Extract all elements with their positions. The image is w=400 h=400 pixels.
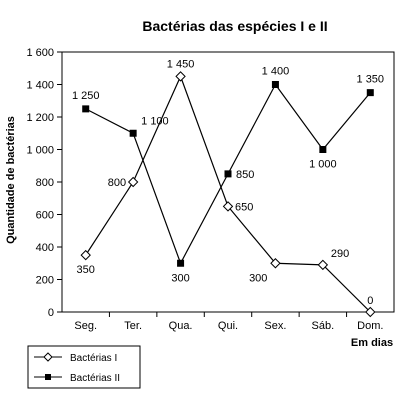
data-labels: 350 800 1 450 650 300 290 0 1 250 1 100 300 850 1 4… — [72, 58, 384, 307]
point-marker-bacterias-ii — [271, 81, 279, 88]
point-marker-bacterias-ii — [366, 89, 374, 97]
point-marker-bacterias-ii — [177, 259, 185, 267]
data-label-bacterias-i: 1 450 — [167, 58, 195, 70]
legend-box — [27, 345, 141, 389]
point-marker-bacterias-ii — [82, 105, 90, 113]
x-axis-ticks: Seg. Ter. Qua. Qui. Sex. Sáb. Dom. — [74, 312, 383, 332]
point-marker-bacterias-i — [222, 201, 234, 212]
legend-label-bacterias-ii: Bactérias II — [70, 373, 120, 384]
x-tick-label: Ter. — [124, 320, 142, 332]
y-axis-ticks: 0 200 400 600 800 1 000 1 200 1 400 1 600 — [26, 47, 62, 319]
data-label-bacterias-i: 650 — [235, 201, 253, 213]
chart-title: Bactérias das espécies I e II — [142, 18, 327, 34]
point-marker-bacterias-i — [80, 249, 91, 261]
point-marker-bacterias-i — [127, 176, 139, 188]
legend-square-marker — [45, 374, 51, 380]
x-axis-label: Em dias — [351, 337, 393, 349]
x-tick-label: Seg. — [74, 320, 97, 332]
y-tick-label: 1 200 — [26, 112, 54, 124]
x-tick-label: Dom. — [357, 320, 383, 332]
point-marker-bacterias-ii — [224, 170, 232, 178]
y-tick-label: 800 — [36, 177, 54, 189]
y-tick-label: 1 600 — [26, 47, 54, 59]
data-label-bacterias-i: 800 — [108, 177, 126, 189]
y-tick-label: 1 400 — [26, 80, 54, 92]
data-label-bacterias-i: 290 — [331, 248, 349, 260]
legend: Bactérias I Bactérias II — [27, 345, 141, 389]
y-tick-label: 400 — [36, 242, 54, 254]
data-label-bacterias-ii: 1 100 — [141, 115, 169, 127]
data-label-bacterias-ii: 1 350 — [357, 74, 385, 86]
legend-label-bacterias-i: Bactérias I — [70, 353, 117, 364]
point-marker-bacterias-ii — [129, 129, 137, 137]
data-label-bacterias-ii: 850 — [236, 169, 254, 181]
y-tick-label: 200 — [36, 275, 54, 287]
legend-diamond-marker — [43, 352, 53, 362]
data-label-bacterias-ii: 1 000 — [309, 159, 337, 171]
data-label-bacterias-i: 0 — [367, 295, 373, 307]
x-tick-label: Sáb. — [312, 320, 335, 332]
point-marker-bacterias-ii — [319, 146, 327, 153]
point-marker-bacterias-i — [270, 258, 281, 269]
x-tick-label: Qui. — [218, 320, 238, 332]
x-tick-label: Qua. — [169, 320, 193, 332]
y-tick-label: 0 — [48, 307, 54, 319]
point-marker-bacterias-i — [175, 71, 186, 82]
point-marker-bacterias-i — [365, 306, 376, 318]
data-label-bacterias-i: 350 — [77, 264, 95, 276]
data-label-bacterias-ii: 1 250 — [72, 90, 100, 102]
y-tick-label: 600 — [36, 210, 54, 222]
y-tick-label: 1 000 — [26, 145, 54, 157]
point-marker-bacterias-i — [317, 259, 329, 271]
data-label-bacterias-ii: 1 400 — [262, 66, 290, 78]
series-layer — [80, 71, 376, 318]
data-label-bacterias-i: 300 — [249, 272, 267, 284]
data-label-bacterias-ii: 300 — [171, 272, 189, 284]
x-tick-label: Sex. — [264, 320, 286, 332]
series-line-1 — [85, 74, 371, 313]
y-axis-label: Quantidade de bactérias — [5, 116, 17, 244]
